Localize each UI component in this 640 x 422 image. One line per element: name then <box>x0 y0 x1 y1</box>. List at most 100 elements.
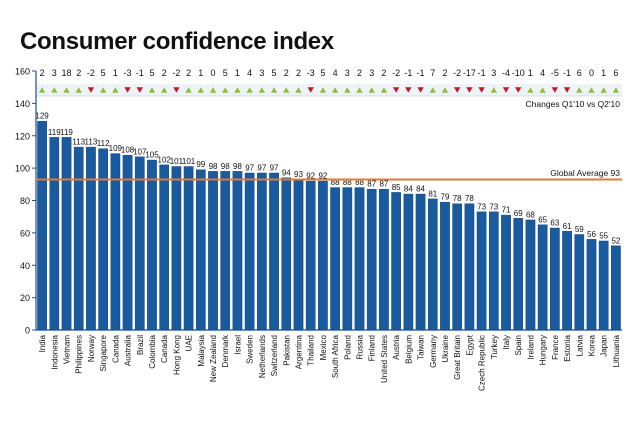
category-label: Australia <box>124 334 133 366</box>
bar-value-label: 78 <box>465 194 474 203</box>
global-average-label: Global Average 93 <box>550 168 620 178</box>
bar-value-label: 71 <box>502 206 511 215</box>
change-up-marker <box>283 87 290 93</box>
bar <box>269 172 279 331</box>
changes-band <box>36 84 622 96</box>
bar-value-label: 85 <box>392 183 401 192</box>
bar <box>415 193 426 331</box>
bar <box>122 154 133 331</box>
category-label: Switzerland <box>270 335 279 376</box>
change-up-marker <box>588 87 595 93</box>
bar-value-label: 97 <box>257 163 266 172</box>
category-label: Canada <box>160 334 169 363</box>
bar <box>562 231 572 331</box>
bar-value-label: 81 <box>428 189 437 198</box>
bar-value-label: 98 <box>209 162 218 171</box>
bar <box>476 211 487 331</box>
bar-value-label: 87 <box>379 180 388 189</box>
bar <box>171 166 182 331</box>
change-value-label: 7 <box>430 68 435 78</box>
bar <box>501 214 511 331</box>
bar-value-label: 93 <box>294 170 303 179</box>
bar <box>550 227 560 331</box>
category-label: Norway <box>87 335 96 362</box>
y-tick-label: 120 <box>15 131 30 141</box>
change-up-marker <box>160 87 168 93</box>
category-label: Argentina <box>294 334 303 369</box>
change-value-label: 0 <box>211 68 216 78</box>
change-value-label: 2 <box>442 68 447 78</box>
bar-value-label: 55 <box>599 231 608 240</box>
bar-value-label: 102 <box>158 155 172 164</box>
change-down-marker <box>405 87 412 93</box>
change-value-label: -1 <box>478 68 486 78</box>
category-label: Hungary <box>539 335 548 365</box>
category-label: Hong Kong <box>172 335 181 375</box>
bar <box>281 177 292 331</box>
change-value-label: -4 <box>502 68 510 78</box>
change-value-label: 1 <box>528 68 533 78</box>
change-value-label: 5 <box>101 68 106 78</box>
category-label: Korea <box>587 334 596 356</box>
bar <box>440 201 450 331</box>
bar <box>318 180 328 331</box>
bar <box>232 171 243 331</box>
bar <box>586 239 597 331</box>
bar <box>379 188 389 331</box>
bar-value-label: 113 <box>72 138 85 147</box>
change-value-label: -1 <box>417 68 425 78</box>
change-value-label: -1 <box>563 68 571 78</box>
change-value-label: -1 <box>136 68 144 78</box>
change-value-label: 18 <box>62 68 72 78</box>
change-up-marker <box>51 87 58 93</box>
bar <box>574 234 585 331</box>
bar <box>525 219 536 331</box>
bar-value-label: 129 <box>35 112 49 121</box>
change-up-marker <box>600 87 607 93</box>
bar-value-label: 88 <box>331 178 340 187</box>
bar <box>110 153 121 331</box>
y-tick-label: 60 <box>20 228 30 238</box>
change-up-marker <box>429 87 436 93</box>
change-up-marker <box>368 87 375 93</box>
bar-value-label: 88 <box>343 178 352 187</box>
change-value-label: 1 <box>113 68 118 78</box>
change-up-marker <box>63 87 70 93</box>
category-label: Canada <box>111 334 120 363</box>
category-label: UAE <box>185 335 194 351</box>
change-down-marker <box>173 87 180 93</box>
change-down-marker <box>466 87 473 93</box>
bar-value-label: 88 <box>355 178 364 187</box>
change-value-label: 2 <box>162 68 167 78</box>
change-down-marker <box>502 87 510 93</box>
category-label: Belgium <box>404 335 413 364</box>
changes-caption: Changes Q1'10 vs Q2'10 <box>526 99 621 109</box>
bar <box>159 164 170 331</box>
change-value-label: 3 <box>491 68 496 78</box>
bar <box>330 187 340 331</box>
change-value-label: -2 <box>172 68 180 78</box>
bar-value-label: 84 <box>416 185 425 194</box>
change-value-label: 2 <box>76 68 81 78</box>
bar-value-label: 99 <box>196 160 205 169</box>
y-tick-label: 80 <box>20 196 30 206</box>
category-label: Germany <box>429 335 438 368</box>
bar <box>366 188 377 331</box>
category-label: Brazil <box>136 335 145 355</box>
change-value-label: 1 <box>235 68 240 78</box>
category-label: Japan <box>600 335 609 357</box>
bar-value-label: 119 <box>60 128 73 137</box>
bar <box>354 187 365 331</box>
change-value-label: 5 <box>223 68 228 78</box>
change-up-marker <box>234 87 241 93</box>
bar <box>464 203 475 331</box>
bar <box>86 146 96 331</box>
change-down-marker <box>551 87 559 93</box>
change-up-marker <box>527 87 534 93</box>
bar-value-label: 52 <box>611 236 620 245</box>
category-label: Colombia <box>148 334 157 368</box>
change-up-marker <box>112 87 119 93</box>
category-label: Austria <box>392 334 401 359</box>
category-label: Finland <box>368 335 377 361</box>
